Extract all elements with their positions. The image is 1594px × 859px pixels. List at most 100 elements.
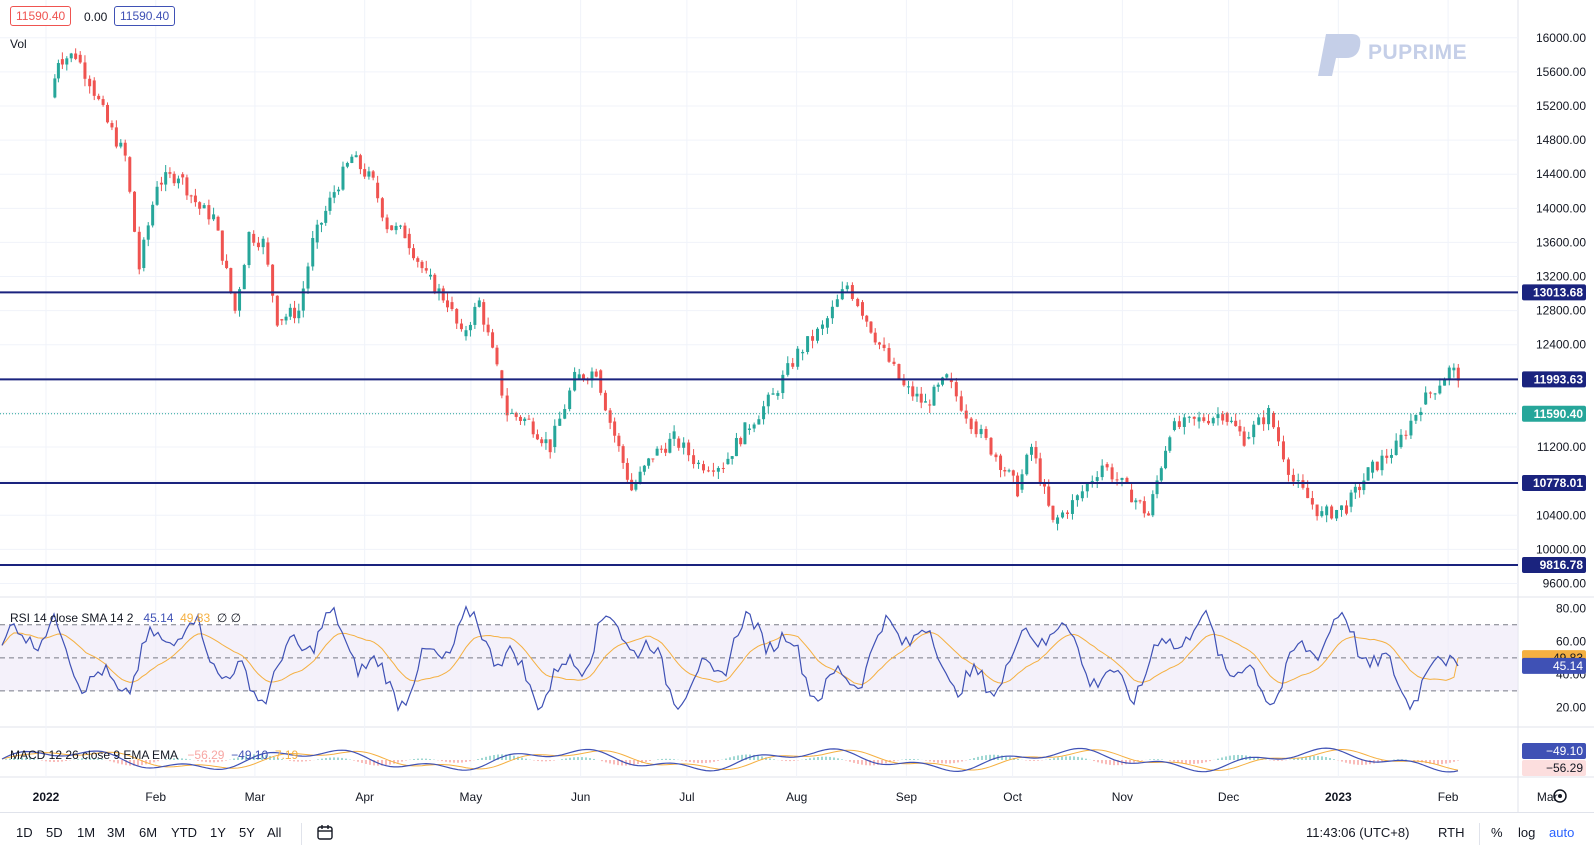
candle-body (845, 285, 849, 290)
range-5d-button[interactable]: 5D (46, 825, 63, 840)
candle-body (491, 332, 495, 348)
candle-body (716, 467, 720, 472)
candle-body (225, 260, 229, 269)
candle-body (238, 289, 242, 311)
candle-body (936, 384, 940, 387)
candle-body (1197, 417, 1201, 422)
candle-body (441, 288, 445, 301)
time-axis-label: Aug (786, 790, 807, 804)
candle-body (856, 298, 860, 307)
candle-body (1286, 459, 1290, 475)
candle-body (450, 302, 454, 310)
price-axis-label: 14000.00 (1536, 201, 1586, 215)
candle-body (940, 377, 944, 385)
candle-body (1016, 475, 1020, 497)
candle-body (371, 171, 375, 178)
candle-body (510, 412, 514, 414)
change-value: 0.00 (84, 10, 108, 24)
candle-body (523, 418, 527, 421)
candle-body (193, 195, 197, 203)
macd-signal-line (1, 748, 1459, 771)
candle-body (647, 458, 651, 466)
candle-body (433, 274, 437, 294)
candle-body (887, 348, 891, 362)
candle-body (350, 156, 354, 163)
candle-body (544, 439, 548, 444)
date-range-icon[interactable] (316, 824, 334, 847)
range-5y-button[interactable]: 5Y (239, 825, 255, 840)
gear-center (1558, 794, 1562, 798)
percent-toggle[interactable]: % (1491, 825, 1503, 840)
candle-body (518, 416, 522, 421)
settings-gear-icon[interactable] (1553, 789, 1567, 803)
range-1d-button[interactable]: 1D (16, 825, 33, 840)
candle-body (697, 462, 701, 465)
candle-body (911, 386, 915, 397)
candle-body (573, 371, 577, 391)
candle-body (1267, 407, 1271, 425)
candle-body (1038, 458, 1042, 484)
candle-body (1034, 447, 1038, 459)
time-axis-label: Jun (571, 790, 590, 804)
candle-body (74, 53, 78, 59)
range-1m-button[interactable]: 1M (77, 825, 96, 840)
candle-body (959, 396, 963, 411)
candle-body (739, 437, 743, 445)
candle-body (168, 172, 172, 174)
chart-canvas[interactable]: 2022 Feb Mar Apr May Jun Jul Aug Sep Oct Nov Dec 202… (0, 0, 1594, 812)
price-axis-label: 10400.00 (1536, 508, 1586, 522)
candle-body (56, 63, 60, 79)
candle-body (1065, 512, 1069, 514)
clock-display[interactable]: 11:43:06 (UTC+8) (1306, 825, 1410, 840)
candle-body (1042, 483, 1046, 487)
candle-body (297, 310, 301, 319)
candle-body (776, 393, 780, 396)
candle-body (1221, 414, 1225, 421)
candle-body (380, 198, 384, 218)
candle-body (390, 225, 394, 231)
candle-body (119, 142, 123, 147)
candle-body (702, 464, 706, 471)
candle-body (907, 386, 911, 388)
toolbar-divider (301, 823, 302, 845)
candle-body (1247, 437, 1251, 439)
candle-body (429, 274, 433, 277)
last-price-tag-label: 11590.40 (1534, 407, 1584, 421)
rsi-value-tag (1522, 657, 1586, 674)
candle-body (128, 157, 132, 192)
candle-body (468, 324, 472, 331)
candle-body (146, 225, 150, 240)
candle-body (954, 382, 958, 397)
candle-body (1007, 470, 1011, 472)
log-toggle[interactable]: log (1518, 825, 1536, 840)
auto-toggle[interactable]: auto (1549, 825, 1575, 840)
candle-body (1291, 474, 1295, 482)
candle-body (617, 435, 621, 447)
session-button[interactable]: RTH (1438, 825, 1465, 840)
candle-body (840, 289, 844, 300)
range-1y-button[interactable]: 1Y (210, 825, 226, 840)
candle-body (902, 379, 906, 386)
candle-body (306, 266, 310, 289)
candle-body (590, 371, 594, 381)
candle-body (301, 288, 305, 311)
range-6m-button[interactable]: 6M (139, 825, 158, 840)
candle-body (1399, 434, 1403, 448)
candle-body (1151, 494, 1155, 516)
candle-body (659, 448, 663, 450)
candle-body (1051, 505, 1055, 520)
candle-body (1277, 427, 1281, 442)
candle-body (796, 348, 800, 367)
candle-body (473, 306, 477, 325)
candle-body (363, 169, 367, 177)
price-axis-label: 10000.00 (1536, 542, 1586, 556)
candle-body (825, 318, 829, 328)
range-ytd-button[interactable]: YTD (171, 825, 197, 840)
candle-body (247, 231, 251, 266)
range-3m-button[interactable]: 3M (107, 825, 126, 840)
time-axis-label: 2023 (1325, 790, 1352, 804)
rsi-axis-label: 20.00 (1556, 700, 1586, 714)
candle-body (1229, 420, 1233, 422)
range-all-button[interactable]: All (267, 825, 282, 840)
candle-body (924, 401, 928, 403)
